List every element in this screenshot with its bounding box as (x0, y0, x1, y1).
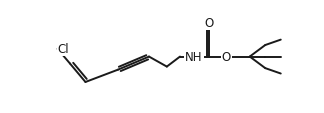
Text: O: O (205, 17, 214, 30)
Text: O: O (222, 51, 231, 64)
Text: NH: NH (185, 51, 203, 64)
Text: Cl: Cl (58, 43, 69, 56)
